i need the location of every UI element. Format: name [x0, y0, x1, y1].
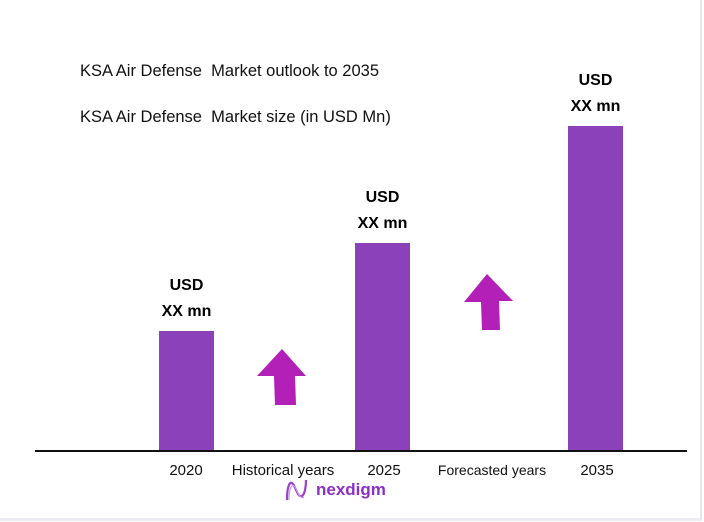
- data-label-2035: USD XX mn: [551, 68, 641, 120]
- chart-title: KSA Air Defense Market outlook to 2035: [80, 62, 380, 80]
- bar-2020: [159, 330, 214, 451]
- data-label-line: USD: [169, 276, 204, 294]
- data-label-line: XX mn: [161, 302, 212, 320]
- data-label-line: USD: [578, 72, 613, 89]
- tick-label-2020: 2020: [169, 462, 203, 479]
- logo-text: nexdigm: [316, 480, 386, 499]
- data-label-line: XX mn: [570, 98, 621, 115]
- bar-2035: [568, 126, 623, 451]
- data-label-2025: USD XX mn: [338, 185, 428, 237]
- x-axis-line: [35, 450, 687, 452]
- nexdigm-logo-icon: [285, 479, 308, 501]
- forecasted-years-label: Forecasted years: [437, 462, 547, 478]
- data-label-line: XX mn: [357, 215, 408, 232]
- data-label-2020: USD XX mn: [142, 273, 232, 325]
- up-arrow-icon: [257, 349, 306, 405]
- nexdigm-logo: nexdigm: [284, 478, 386, 502]
- historical-years-label: Historical years: [231, 462, 335, 479]
- up-arrow-icon: [464, 274, 513, 330]
- tick-label-2035: 2035: [580, 462, 614, 479]
- chart-subtitle: KSA Air Defense Market size (in USD Mn): [80, 108, 391, 126]
- bar-2025: [355, 243, 410, 451]
- tick-label-2025: 2025: [367, 462, 401, 479]
- data-label-line: USD: [365, 189, 400, 206]
